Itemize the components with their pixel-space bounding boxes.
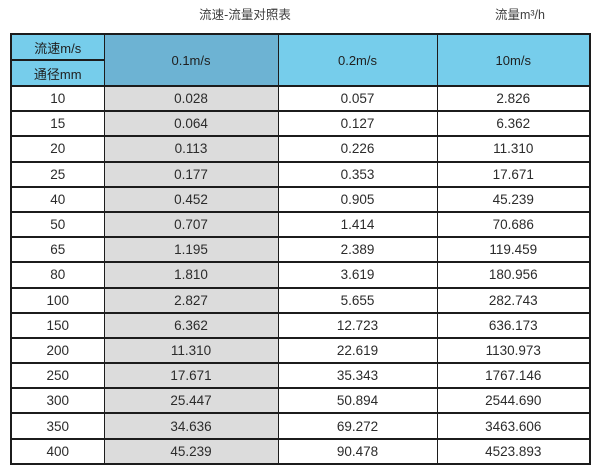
flow-cell-0-1mps: 25.447 <box>103 387 279 415</box>
table-row: 10 0.028 0.057 2.826 <box>10 84 591 113</box>
flow-cell-0-1mps: 1.195 <box>103 236 279 264</box>
column-header-10mps: 10m/s <box>436 33 591 87</box>
flow-cell-10mps: 2.826 <box>436 84 591 113</box>
table-row: 15 0.064 0.127 6.362 <box>10 110 591 138</box>
flow-cell-0-1mps: 6.362 <box>103 311 279 339</box>
flow-cell-0-1mps: 0.452 <box>103 185 279 213</box>
flow-cell-0-1mps: 0.707 <box>103 210 279 239</box>
diameter-cell: 80 <box>10 261 105 289</box>
table-row: 50 0.707 1.414 70.686 <box>10 210 591 239</box>
flow-cell-0-2mps: 50.894 <box>277 387 438 415</box>
table-row: 150 6.362 12.723 636.173 <box>10 311 591 339</box>
page-title: 流速-流量对照表 <box>199 8 291 22</box>
flow-cell-0-1mps: 0.064 <box>103 110 279 138</box>
diameter-cell: 150 <box>10 311 105 339</box>
flow-cell-0-2mps: 90.478 <box>277 437 438 465</box>
flow-cell-10mps: 1130.973 <box>436 336 591 365</box>
flow-cell-0-1mps: 0.113 <box>103 135 279 163</box>
header-row-diameter: 通径mm <box>10 59 590 87</box>
flow-cell-0-1mps: 0.177 <box>103 160 279 188</box>
flow-cell-10mps: 636.173 <box>436 311 591 339</box>
flow-cell-10mps: 4523.893 <box>436 437 591 465</box>
flow-cell-10mps: 17.671 <box>436 160 591 188</box>
corner-velocity-label: 流速m/s <box>10 33 105 61</box>
diameter-cell: 65 <box>10 236 105 264</box>
header-row-velocity: 流速m/s 0.1m/s 0.2m/s 10m/s <box>10 33 591 87</box>
diameter-cell: 20 <box>10 135 105 163</box>
flow-cell-0-2mps: 5.655 <box>277 286 438 314</box>
flow-cell-10mps: 45.239 <box>436 185 591 213</box>
flow-comparison-table: 流速m/s 0.1m/s 0.2m/s 10m/s 通径mm 10 0.028 … <box>10 33 591 465</box>
flow-cell-0-2mps: 0.226 <box>277 135 438 163</box>
flow-cell-0-2mps: 2.389 <box>277 236 438 264</box>
table-row: 300 25.447 50.894 2544.690 <box>10 387 591 415</box>
diameter-cell: 350 <box>10 412 105 440</box>
flow-cell-0-2mps: 35.343 <box>277 362 438 390</box>
flow-cell-0-2mps: 0.127 <box>277 110 438 138</box>
table-row: 40 0.452 0.905 45.239 <box>10 185 591 213</box>
flow-cell-0-1mps: 17.671 <box>103 362 279 390</box>
table-row: 20 0.113 0.226 11.310 <box>10 135 591 163</box>
flow-cell-0-2mps: 22.619 <box>277 336 438 365</box>
flow-cell-0-2mps: 0.057 <box>277 84 438 113</box>
flow-cell-10mps: 3463.606 <box>436 412 591 440</box>
flow-cell-0-2mps: 69.272 <box>277 412 438 440</box>
flow-cell-0-2mps: 3.619 <box>277 261 438 289</box>
flow-cell-0-2mps: 0.905 <box>277 185 438 213</box>
diameter-cell: 100 <box>10 286 105 314</box>
flow-cell-0-2mps: 12.723 <box>277 311 438 339</box>
flow-cell-10mps: 6.362 <box>436 110 591 138</box>
flow-cell-10mps: 180.956 <box>436 261 591 289</box>
table-row: 350 34.636 69.272 3463.606 <box>10 412 591 440</box>
table-row: 80 1.810 3.619 180.956 <box>10 261 591 289</box>
table-row: 200 11.310 22.619 1130.973 <box>10 336 591 365</box>
column-header-0-2mps: 0.2m/s <box>277 33 438 87</box>
flow-cell-0-1mps: 0.028 <box>103 84 279 113</box>
table-row: 250 17.671 35.343 1767.146 <box>10 362 591 390</box>
flow-cell-10mps: 11.310 <box>436 135 591 163</box>
flow-cell-0-1mps: 45.239 <box>103 437 279 465</box>
table-row: 25 0.177 0.353 17.671 <box>10 160 591 188</box>
flow-cell-10mps: 119.459 <box>436 236 591 264</box>
diameter-cell: 10 <box>10 84 105 113</box>
page-header: 流速-流量对照表 流量m³/h <box>0 4 600 28</box>
table-row: 400 45.239 90.478 4523.893 <box>10 437 591 465</box>
diameter-cell: 40 <box>10 185 105 213</box>
diameter-cell: 300 <box>10 387 105 415</box>
diameter-cell: 400 <box>10 437 105 465</box>
flow-cell-0-1mps: 1.810 <box>103 261 279 289</box>
flow-cell-0-1mps: 34.636 <box>103 412 279 440</box>
flow-cell-0-2mps: 0.353 <box>277 160 438 188</box>
flow-rate-unit-label: 流量m³/h <box>494 8 545 22</box>
flow-cell-10mps: 1767.146 <box>436 362 591 390</box>
diameter-cell: 15 <box>10 110 105 138</box>
diameter-cell: 50 <box>10 210 105 239</box>
flow-cell-0-1mps: 11.310 <box>103 336 279 365</box>
diameter-cell: 200 <box>10 336 105 365</box>
diameter-cell: 25 <box>10 160 105 188</box>
column-header-0-1mps: 0.1m/s <box>103 33 279 87</box>
flow-cell-10mps: 282.743 <box>436 286 591 314</box>
diameter-cell: 250 <box>10 362 105 390</box>
table-row: 100 2.827 5.655 282.743 <box>10 286 591 314</box>
flow-cell-10mps: 2544.690 <box>436 387 591 415</box>
flow-cell-10mps: 70.686 <box>436 210 591 239</box>
flow-cell-0-2mps: 1.414 <box>277 210 438 239</box>
table-row: 65 1.195 2.389 119.459 <box>10 236 591 264</box>
flow-cell-0-1mps: 2.827 <box>103 286 279 314</box>
corner-diameter-label: 通径mm <box>10 59 105 87</box>
